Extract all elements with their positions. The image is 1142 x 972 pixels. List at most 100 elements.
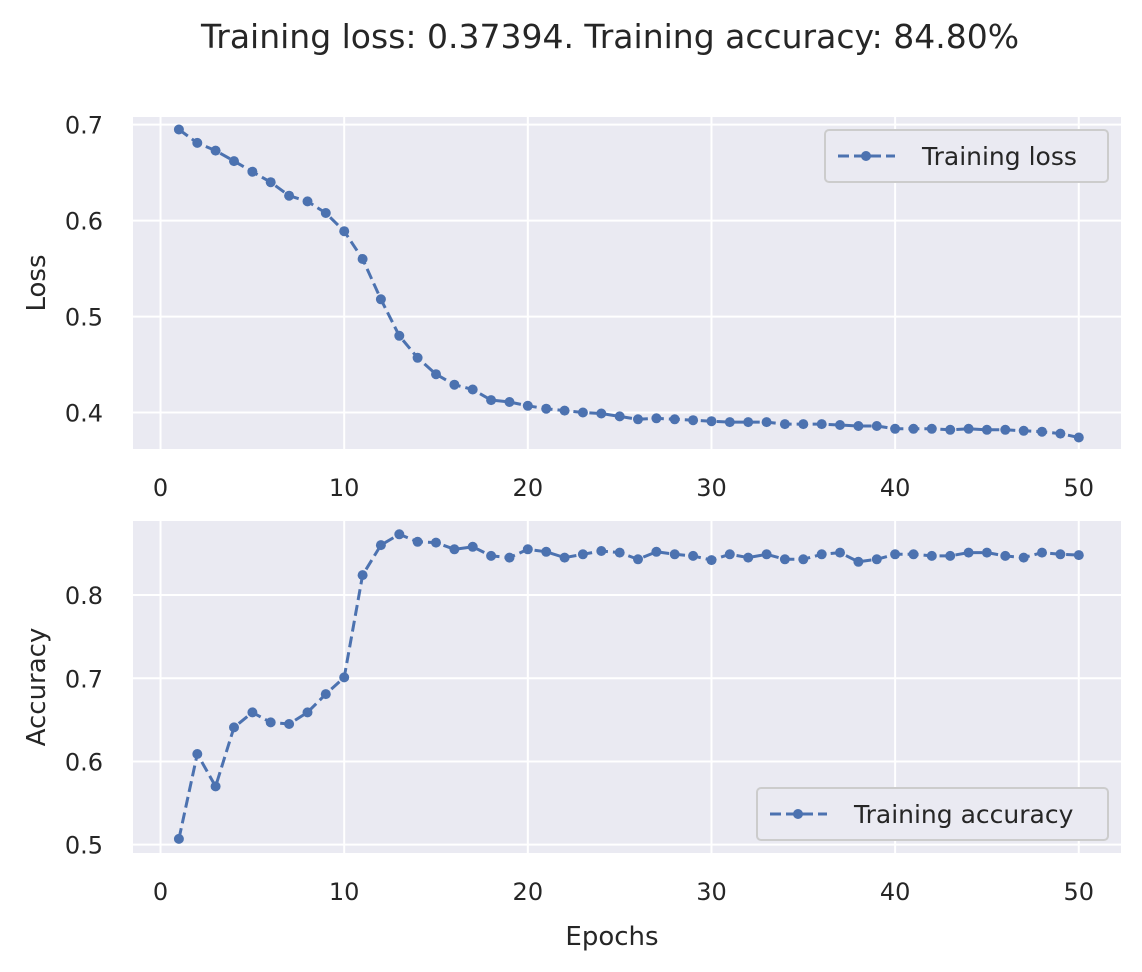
data-point <box>284 190 295 201</box>
data-point <box>706 555 717 566</box>
legend-marker-swatch <box>861 151 871 161</box>
data-point <box>816 549 827 560</box>
data-point <box>724 417 735 428</box>
x-tick-label: 50 <box>1063 474 1094 502</box>
data-point <box>871 421 882 431</box>
y-tick-label: 0.7 <box>65 112 103 140</box>
data-point <box>798 554 809 565</box>
data-point <box>945 424 956 435</box>
figure-suptitle: Training loss: 0.37394. Training accurac… <box>200 17 1019 56</box>
data-point <box>504 397 515 407</box>
data-point <box>1018 425 1029 436</box>
data-point <box>394 529 405 540</box>
data-point <box>871 554 882 565</box>
data-point <box>229 156 239 167</box>
y-tick-label: 0.6 <box>65 208 103 236</box>
data-point <box>1073 550 1084 561</box>
data-point <box>1000 424 1011 435</box>
data-point <box>449 379 460 390</box>
data-point <box>375 540 386 551</box>
data-point <box>706 416 717 427</box>
data-point <box>320 689 331 700</box>
data-point <box>963 547 974 558</box>
data-point <box>210 145 221 156</box>
data-point <box>247 707 258 718</box>
data-point <box>339 226 350 237</box>
data-point <box>1037 547 1047 558</box>
legend-box <box>756 787 1109 841</box>
data-point <box>302 196 313 207</box>
data-point <box>302 707 313 718</box>
data-point <box>908 423 919 434</box>
data-point <box>486 550 497 561</box>
x-tick-label: 50 <box>1063 878 1094 906</box>
x-tick-label: 0 <box>153 474 168 502</box>
data-point <box>1037 426 1047 437</box>
y-axis-label: Accuracy <box>22 628 52 747</box>
data-point <box>853 556 864 567</box>
x-tick-label: 20 <box>513 474 544 502</box>
legend-label: Training accuracy <box>853 800 1074 829</box>
accuracy-chart: 0 10 20 30 40 50 0.5 0.6 0.7 0.8 Accuracy Epochs Tra… <box>22 521 1121 952</box>
data-point <box>779 419 790 430</box>
data-point <box>412 536 423 547</box>
data-point <box>173 833 184 844</box>
data-point <box>173 124 184 135</box>
data-point <box>724 549 735 560</box>
data-point <box>890 423 901 434</box>
y-tick-label: 0.8 <box>65 582 103 610</box>
data-point <box>522 400 533 411</box>
legend-label: Training loss <box>921 142 1077 171</box>
data-point <box>981 424 992 435</box>
data-point <box>669 549 680 560</box>
data-point <box>375 294 386 305</box>
data-point <box>981 547 992 558</box>
data-point <box>320 208 331 218</box>
x-tick-label: 10 <box>329 474 360 502</box>
y-tick-label: 0.7 <box>65 665 103 693</box>
legend: Training loss <box>824 129 1109 183</box>
data-point <box>247 166 258 177</box>
x-tick-label: 30 <box>696 878 727 906</box>
data-point <box>412 352 423 363</box>
data-point <box>798 419 809 430</box>
data-point <box>265 177 276 188</box>
legend-box <box>824 129 1109 183</box>
data-point <box>835 547 845 558</box>
data-point <box>541 546 552 557</box>
data-point <box>467 541 478 552</box>
data-point <box>816 419 827 430</box>
data-point <box>596 546 607 556</box>
data-point <box>1055 549 1066 560</box>
data-point <box>210 781 221 792</box>
data-point <box>229 722 239 733</box>
data-point <box>431 537 441 548</box>
data-point <box>192 137 203 148</box>
data-point <box>835 420 845 430</box>
data-point <box>743 417 754 428</box>
data-point <box>926 423 937 434</box>
x-axis-label: Epochs <box>565 922 658 952</box>
data-point <box>633 554 643 565</box>
data-point <box>651 546 662 557</box>
data-point <box>559 405 570 416</box>
data-point <box>614 411 625 422</box>
legend: Training accuracy <box>756 787 1109 841</box>
data-point <box>431 369 441 380</box>
y-tick-label: 0.5 <box>65 832 103 860</box>
data-point <box>394 330 405 341</box>
data-point <box>284 719 295 729</box>
data-point <box>761 417 772 428</box>
y-tick-label: 0.5 <box>65 304 103 332</box>
data-point <box>688 415 699 426</box>
data-point <box>779 554 790 565</box>
data-point <box>192 749 203 759</box>
data-point <box>577 549 588 560</box>
data-point <box>853 421 864 431</box>
y-axis-label: Loss <box>22 254 52 311</box>
data-point <box>963 423 974 434</box>
data-point <box>449 544 460 555</box>
data-point <box>1000 550 1011 561</box>
x-tick-label: 40 <box>880 474 911 502</box>
